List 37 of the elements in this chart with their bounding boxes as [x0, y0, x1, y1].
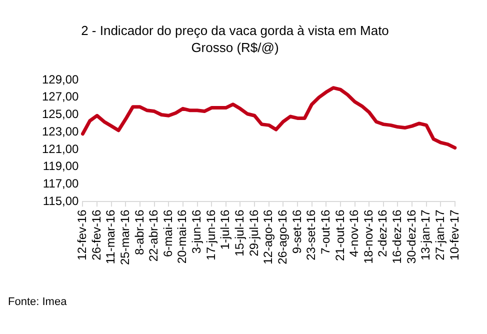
x-tick-label: 7-out-16: [318, 209, 332, 254]
x-tick-label: 23-set-16: [304, 209, 318, 260]
x-tick-label: 18-nov-16: [361, 209, 376, 264]
y-tick-label: 117,00: [42, 176, 80, 191]
x-tick-label: 8-abr-16: [132, 209, 146, 256]
x-tick-label: 2-dez-16: [376, 209, 390, 258]
x-tick-label: 25-mar-16: [118, 209, 132, 266]
x-tick-label: 16-dez-16: [390, 209, 404, 264]
x-tick-label: 27-jan-17: [432, 209, 447, 260]
x-tick-label: 9-set-16: [290, 209, 304, 254]
source-note: Fonte: Imea: [8, 296, 67, 308]
y-tick-label: 129,00: [42, 72, 80, 86]
x-tick-label: 4-nov-16: [347, 209, 362, 258]
x-tick-label: 20-mai-16: [175, 209, 190, 264]
y-tick-label: 119,00: [42, 159, 80, 174]
x-tick-label: 13-jan-17: [418, 209, 433, 260]
y-tick-label: 125,00: [42, 107, 80, 122]
x-tick-label: 10-fev-17: [447, 209, 462, 260]
y-tick-label: 121,00: [42, 142, 80, 156]
x-tick-label: 3-jun-16: [190, 209, 204, 254]
x-tick-label: 6-mai-16: [160, 209, 175, 258]
y-tick-label: 127,00: [42, 90, 80, 104]
x-tick-label: 21-out-16: [332, 209, 347, 262]
x-tick-label: 17-jun-16: [204, 209, 218, 260]
x-tick-label: 26-ago-16: [275, 209, 290, 264]
x-tick-label: 12-fev-16: [75, 209, 90, 260]
chart-title: 2 - Indicador do preço da vaca gorda à vista em Mato Grosso (R$/@): [80, 22, 390, 56]
x-tick-label: 1-jul-16: [218, 209, 232, 250]
x-tick-label: 29-jul-16: [246, 209, 261, 256]
x-tick-label: 22-abr-16: [146, 209, 161, 262]
y-tick-label: 123,00: [42, 124, 80, 138]
y-tick-label: 115,00: [42, 194, 80, 208]
x-tick-label: 15-jul-16: [232, 209, 247, 256]
x-tick-label: 30-dez-16: [404, 209, 418, 264]
x-tick-label: 26-fev-16: [89, 209, 104, 260]
x-tick-label: 12-ago-16: [261, 209, 276, 264]
x-tick-label: 11-mar-16: [104, 209, 118, 264]
